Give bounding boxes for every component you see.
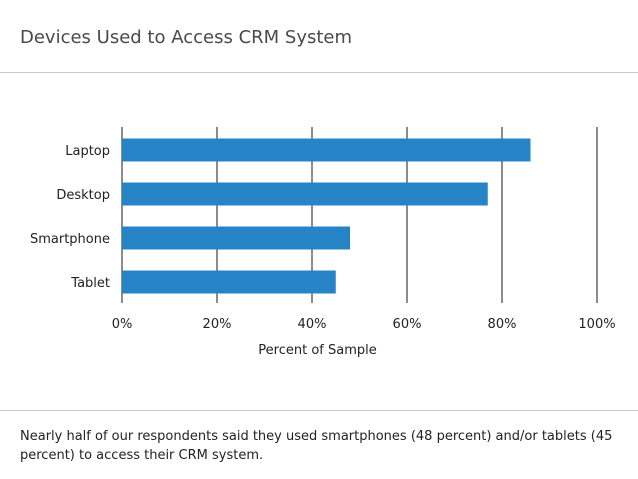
x-tick-label: 40% [298, 317, 327, 332]
chart-caption: Nearly half of our respondents said they… [20, 429, 613, 463]
footer-divider [0, 410, 638, 411]
header-divider [0, 72, 638, 73]
x-axis-label: Percent of Sample [258, 343, 376, 358]
category-label: Desktop [56, 188, 110, 203]
category-label: Smartphone [30, 232, 110, 247]
x-tick-label: 20% [203, 317, 232, 332]
bar [122, 182, 488, 206]
bar [122, 138, 531, 162]
x-tick-label: 0% [112, 317, 133, 332]
x-tick-label: 80% [488, 317, 517, 332]
category-label: Laptop [65, 144, 110, 159]
bar [122, 226, 350, 250]
x-tick-label: 60% [393, 317, 422, 332]
page-title: Devices Used to Access CRM System [20, 27, 353, 48]
category-label: Tablet [70, 276, 110, 291]
x-tick-label: 100% [578, 317, 615, 332]
bar-chart: 0% 20% 40% 60% 80% 100% Laptop Desktop Smartphon… [30, 127, 616, 358]
bar [122, 270, 336, 294]
